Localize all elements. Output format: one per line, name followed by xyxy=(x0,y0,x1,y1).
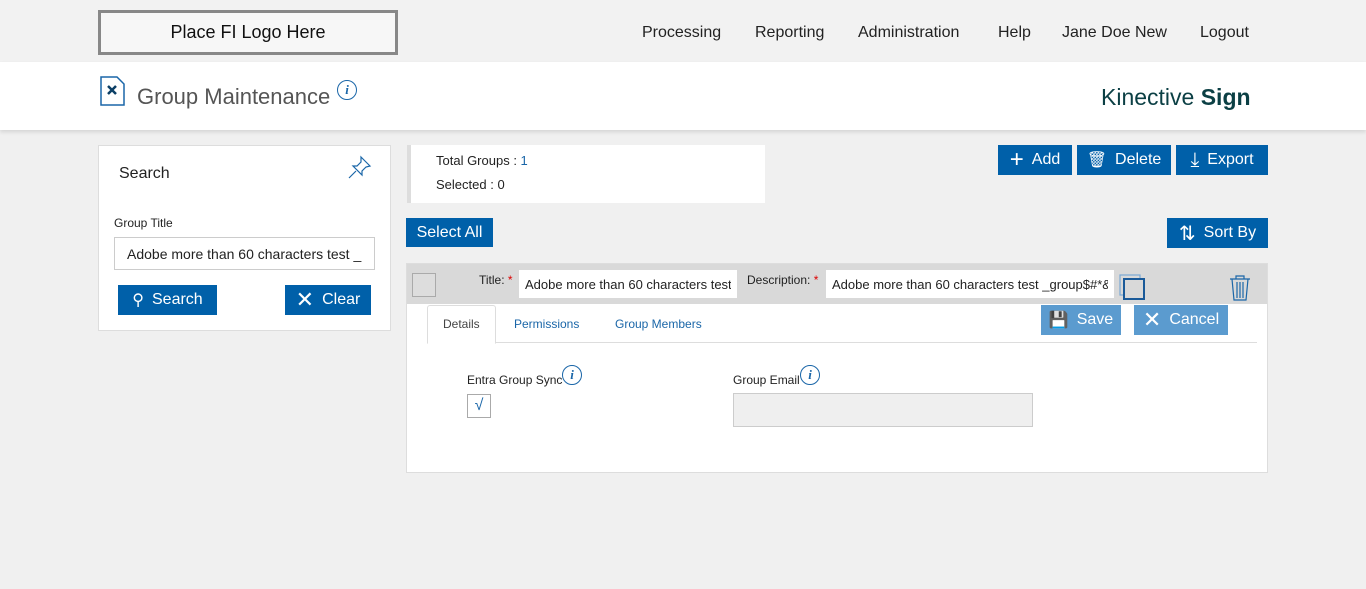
nav-help[interactable]: Help xyxy=(998,24,1031,41)
group-maintenance-icon xyxy=(100,76,125,106)
tab-permissions[interactable]: Permissions xyxy=(514,317,580,331)
info-icon[interactable]: i xyxy=(337,80,357,100)
group-email-input[interactable] xyxy=(733,393,1033,427)
group-title-input[interactable] xyxy=(114,237,375,270)
search-panel: Search Group Title ⚲Search ✕Clear xyxy=(98,145,391,331)
title-label: Title: * xyxy=(479,273,513,287)
plus-icon: + xyxy=(1009,146,1024,173)
fi-logo-placeholder: Place FI Logo Here xyxy=(98,10,398,55)
copy-icon[interactable] xyxy=(1119,274,1147,302)
nav-user[interactable]: Jane Doe New xyxy=(1062,24,1167,41)
page-title: Group Maintenance xyxy=(137,84,331,109)
delete-button[interactable]: 🗑 Delete xyxy=(1077,145,1171,175)
entra-group-sync-checkbox[interactable]: √ xyxy=(467,394,491,418)
entra-group-sync-label: Entra Group Sync xyxy=(467,373,563,387)
total-groups: Total Groups : 1 xyxy=(436,153,528,168)
nav-administration[interactable]: Administration xyxy=(858,24,960,41)
nav-reporting[interactable]: Reporting xyxy=(755,24,825,41)
info-icon[interactable]: i xyxy=(562,365,582,385)
group-email-label: Group Email xyxy=(733,373,800,387)
search-icon: ⚲ xyxy=(132,292,144,309)
nav-processing[interactable]: Processing xyxy=(642,24,722,41)
stats-panel: Total Groups : 1 Selected : 0 xyxy=(407,145,765,203)
sort-by-button[interactable]: ⇅ Sort By xyxy=(1167,218,1268,248)
description-input[interactable] xyxy=(826,270,1114,298)
download-icon: ⤓ xyxy=(1190,148,1200,171)
add-button[interactable]: + Add xyxy=(998,145,1072,175)
save-button[interactable]: 💾 Save xyxy=(1041,305,1121,335)
group-card: Title: * Description: * Details Permissi… xyxy=(406,263,1268,473)
nav-logout[interactable]: Logout xyxy=(1200,24,1249,41)
tab-group-members[interactable]: Group Members xyxy=(615,317,702,331)
clear-button[interactable]: ✕ Clear xyxy=(285,285,371,315)
brand-logo: Kinective Sign xyxy=(1101,84,1251,110)
save-icon: 💾 xyxy=(1048,312,1069,329)
info-icon[interactable]: i xyxy=(800,365,820,385)
trash-icon[interactable] xyxy=(1228,274,1252,302)
select-group-checkbox[interactable] xyxy=(412,273,436,297)
tab-bar xyxy=(427,304,1257,343)
sort-icon: ⇅ xyxy=(1178,222,1196,245)
page-header xyxy=(0,62,1366,130)
export-button[interactable]: ⤓ Export xyxy=(1176,145,1268,175)
group-title-label: Group Title xyxy=(114,216,173,230)
tab-details[interactable] xyxy=(427,305,496,344)
description-label: Description: * xyxy=(747,273,819,287)
cancel-button[interactable]: ✕ Cancel xyxy=(1134,305,1228,335)
tab-details-label[interactable]: Details xyxy=(443,317,480,331)
pin-icon[interactable] xyxy=(347,154,373,180)
close-icon: ✕ xyxy=(1142,307,1162,332)
select-all-button[interactable]: Select All xyxy=(406,218,493,247)
trash-icon: 🗑 xyxy=(1086,152,1108,169)
close-icon: ✕ xyxy=(295,287,315,312)
title-input[interactable] xyxy=(519,270,737,298)
search-heading: Search xyxy=(119,165,170,182)
selected-count: Selected : 0 xyxy=(436,177,505,192)
search-button[interactable]: ⚲ Search xyxy=(118,285,217,315)
